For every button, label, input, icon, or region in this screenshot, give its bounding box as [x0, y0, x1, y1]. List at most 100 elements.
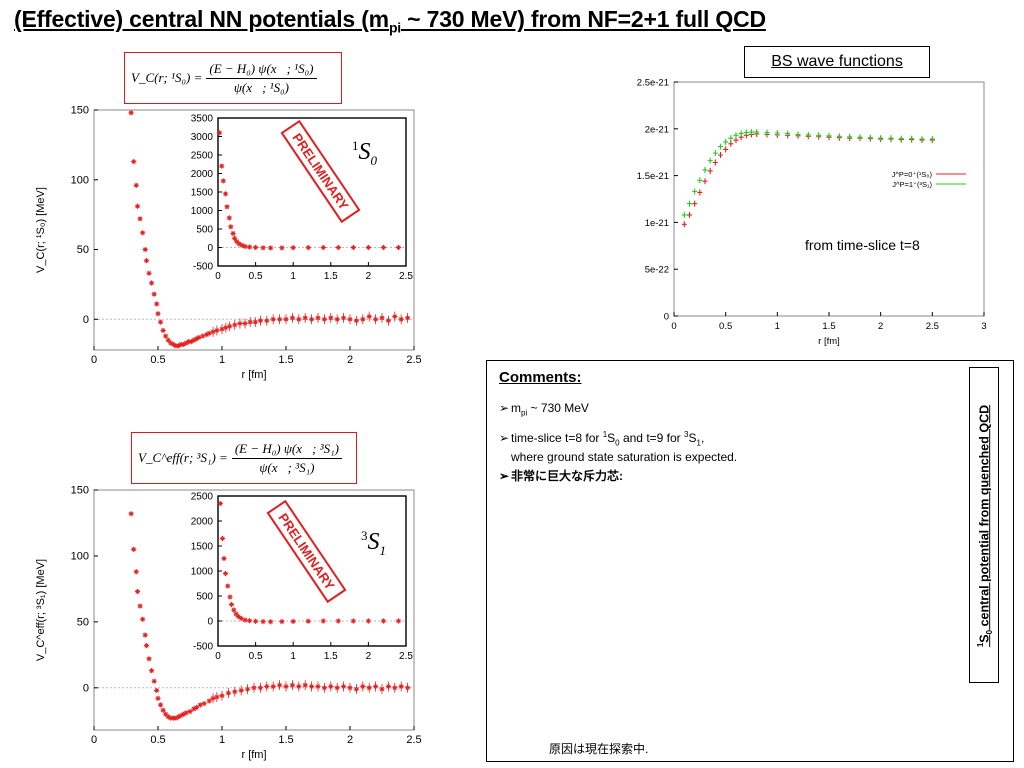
data-point	[134, 588, 141, 595]
state-tag-s1: 3S1	[361, 528, 386, 558]
data-point	[268, 245, 274, 251]
slide-title: (Effective) central NN potentials (mpi ~…	[14, 6, 766, 36]
data-point	[253, 618, 259, 624]
y-tick-label: 5e-22	[645, 265, 669, 276]
y-tick-label: 1e-21	[645, 218, 669, 229]
data-point	[335, 244, 341, 251]
data-point	[774, 130, 780, 137]
data-point	[227, 594, 233, 600]
x-axis-label: r [fm]	[241, 369, 266, 381]
data-point	[305, 618, 311, 624]
x-tick-label: 0	[215, 271, 221, 282]
side-label-text: 1S0 central potential from quenched QCD	[976, 404, 994, 648]
data-point	[681, 211, 687, 218]
state-tag-s0: 1S0	[352, 138, 377, 168]
data-point	[160, 707, 166, 713]
x-tick-label: 0	[215, 651, 221, 662]
data-point	[149, 668, 155, 674]
x-tick-label: 2	[347, 734, 353, 746]
data-point	[246, 618, 253, 624]
data-point	[723, 138, 729, 145]
data-point	[305, 245, 311, 251]
data-point	[380, 618, 387, 624]
data-point	[712, 150, 718, 157]
data-point	[175, 343, 182, 349]
data-point	[395, 244, 402, 251]
data-point	[728, 135, 734, 142]
x-tick-label: 1	[290, 271, 296, 282]
y-tick-label: 500	[196, 225, 213, 236]
data-point	[154, 687, 160, 694]
data-point	[219, 535, 226, 542]
arrow-bullet-icon: ➢	[499, 401, 510, 415]
data-point	[350, 244, 356, 251]
data-point	[131, 546, 137, 552]
data-point	[718, 143, 723, 150]
y-tick-label: 2.5e-21	[637, 78, 669, 89]
comments-title: Comments:	[499, 369, 582, 386]
data-point	[320, 244, 326, 251]
data-point	[201, 701, 207, 707]
arrow-bullet-icon: ➢	[499, 431, 510, 445]
y-tick-label: 1000	[191, 567, 214, 578]
legend-label: J^P=0⁺(¹S₀)	[892, 170, 933, 179]
y-tick-label: 100	[71, 550, 89, 562]
x-tick-label: 1.5	[278, 354, 293, 366]
x-tick-label: 0	[91, 354, 97, 366]
data-point	[155, 695, 161, 701]
data-point	[350, 618, 356, 624]
data-point	[692, 188, 698, 195]
y-tick-label: 1.5e-21	[637, 171, 669, 182]
data-point	[707, 167, 713, 174]
y-tick-label: 50	[77, 616, 89, 628]
formula-s1-lhs: V_C^eff(r; ³S₁) =	[138, 450, 228, 465]
data-point	[191, 706, 197, 712]
data-point	[187, 708, 193, 715]
y-tick-label: 0	[83, 314, 89, 326]
data-point	[197, 702, 203, 708]
data-point	[225, 583, 231, 589]
data-point	[228, 224, 234, 230]
data-point	[140, 230, 146, 236]
x-tick-label: 1.5	[278, 734, 293, 746]
data-point	[335, 618, 341, 624]
x-tick-label: 1.5	[324, 651, 338, 662]
data-point	[143, 643, 150, 649]
x-tick-label: 0	[671, 321, 676, 332]
data-point	[193, 336, 199, 342]
x-tick-label: 2.5	[399, 651, 413, 662]
data-point	[219, 163, 225, 169]
legend-label: J^P=1⁺(³S₁)	[892, 180, 932, 189]
data-point	[867, 134, 873, 141]
x-tick-label: 0.5	[719, 321, 732, 332]
data-point	[260, 619, 266, 625]
x-tick-label: 0	[91, 734, 97, 746]
data-point	[204, 332, 210, 338]
data-point	[151, 678, 157, 684]
data-point	[847, 133, 853, 140]
data-point	[181, 341, 187, 348]
y-tick-label: 3500	[191, 114, 214, 125]
formula-s1: V_C^eff(r; ³S₁) = (E − H₀) ψ(x⃗; ³S₁) ψ(x…	[131, 432, 357, 484]
data-point	[395, 618, 402, 624]
data-point	[168, 340, 174, 346]
y-tick-label: 1000	[191, 206, 214, 217]
data-point	[142, 632, 148, 638]
formula-s0-lhs: V_C(r; ¹S₀) =	[131, 70, 203, 85]
data-point	[143, 258, 150, 264]
arrow-bullet-icon: ➢	[499, 469, 510, 483]
formula-s0-denominator: ψ(x⃗; ¹S₀)	[233, 79, 289, 95]
data-point	[183, 340, 189, 346]
x-tick-label: 2	[366, 271, 372, 282]
data-point	[142, 246, 148, 253]
comment-item-time-slice: ➢ time-slice t=8 for 1S0 and t=9 for 3S1,…	[499, 430, 738, 465]
data-point	[133, 569, 139, 575]
data-point	[157, 319, 164, 325]
x-tick-label: 2.5	[399, 271, 413, 282]
data-point	[857, 134, 863, 141]
data-point	[128, 511, 134, 517]
data-point	[697, 177, 703, 184]
data-point	[246, 244, 253, 250]
data-point	[222, 570, 229, 577]
data-point	[222, 191, 229, 197]
